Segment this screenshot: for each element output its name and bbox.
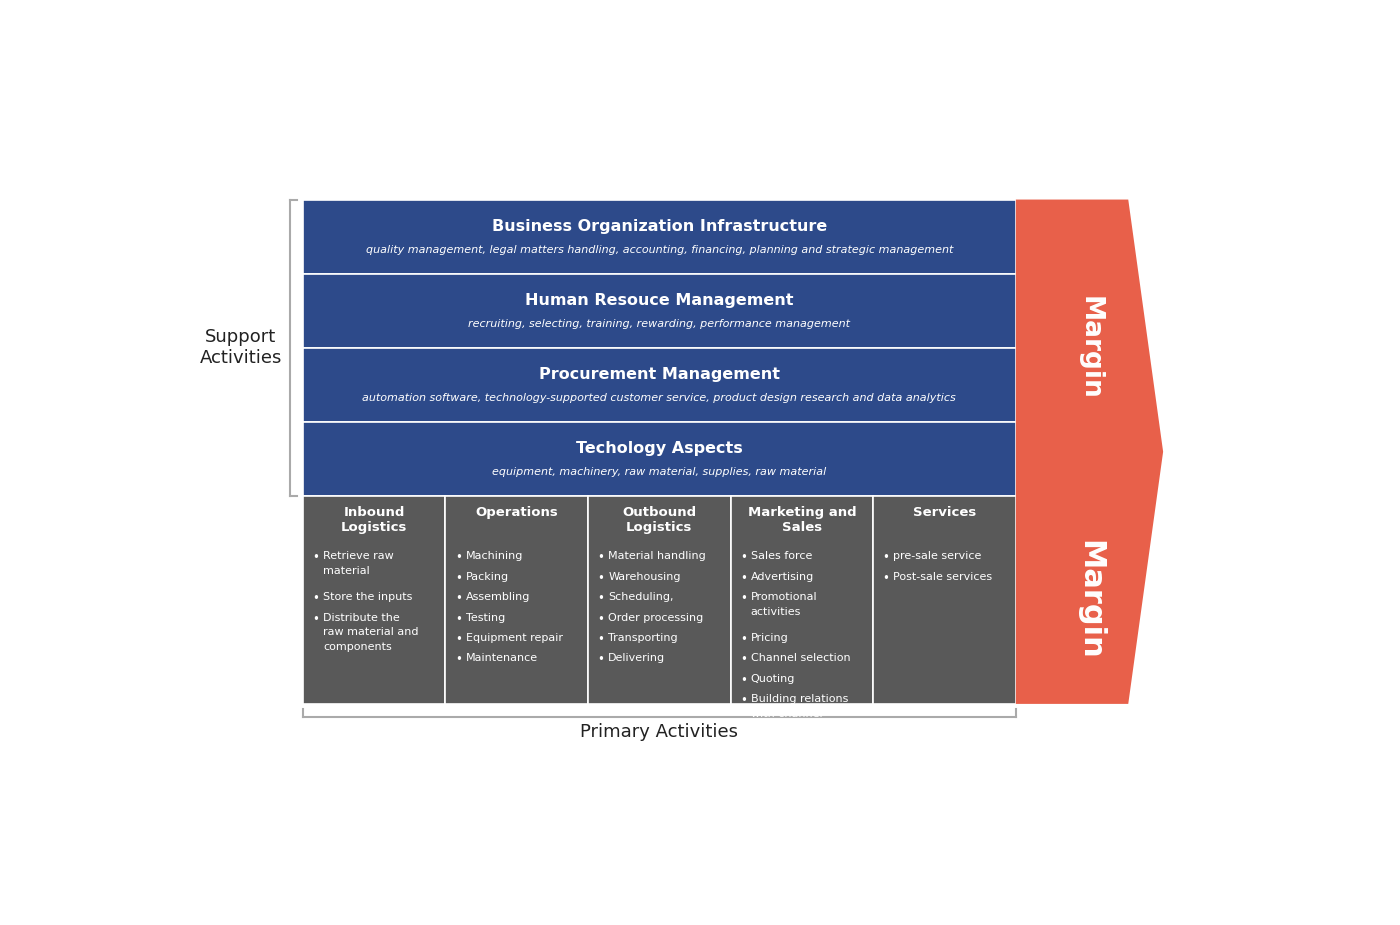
Text: •: • [741, 653, 746, 667]
Text: Outbound
Logistics: Outbound Logistics [623, 506, 696, 534]
Text: •: • [312, 592, 319, 605]
Text: Margin: Margin [1077, 296, 1103, 400]
Bar [874, 496, 1016, 704]
Text: •: • [598, 572, 605, 585]
Text: •: • [741, 674, 746, 687]
Text: Quoting: Quoting [750, 674, 795, 684]
Text: •: • [882, 572, 889, 585]
Text: Inbound
Logistics: Inbound Logistics [342, 506, 407, 534]
Text: •: • [455, 612, 462, 625]
Text: •: • [882, 551, 889, 564]
Text: •: • [598, 653, 605, 667]
Text: Procurement Management: Procurement Management [539, 367, 780, 382]
Text: Business Organization Infrastructure: Business Organization Infrastructure [491, 218, 827, 234]
Text: •: • [598, 551, 605, 564]
Text: recruiting, selecting, training, rewarding, performance management: recruiting, selecting, training, rewardi… [469, 319, 850, 329]
Text: •: • [455, 592, 462, 605]
Text: •: • [312, 551, 319, 564]
Text: raw material and: raw material and [323, 627, 419, 637]
Text: material: material [323, 566, 370, 576]
Bar [302, 496, 445, 704]
Text: •: • [598, 633, 605, 646]
Text: Order processing: Order processing [608, 612, 703, 623]
Text: Post-sale services: Post-sale services [893, 572, 993, 582]
Text: Material handling: Material handling [608, 551, 706, 561]
Text: •: • [598, 592, 605, 605]
Text: •: • [312, 612, 319, 625]
Text: Testing: Testing [466, 612, 505, 623]
Polygon shape [1016, 200, 1163, 704]
Bar [731, 496, 874, 704]
Text: •: • [741, 695, 746, 708]
Text: Advertising: Advertising [750, 572, 813, 582]
Text: Retrieve raw: Retrieve raw [323, 551, 393, 561]
Text: Support
Activities: Support Activities [200, 328, 281, 367]
Text: •: • [741, 551, 746, 564]
Text: Sales force: Sales force [750, 551, 812, 561]
Text: Margin: Margin [1075, 540, 1105, 660]
Text: •: • [455, 633, 462, 646]
Bar [302, 348, 1016, 422]
Text: Store the inputs: Store the inputs [323, 592, 413, 602]
Text: Assembling: Assembling [466, 592, 531, 602]
Text: •: • [741, 633, 746, 646]
Text: quality management, legal matters handling, accounting, financing, planning and : quality management, legal matters handli… [365, 245, 953, 255]
Bar [302, 274, 1016, 348]
Text: Pricing: Pricing [750, 633, 788, 643]
Bar [445, 496, 588, 704]
Text: •: • [741, 592, 746, 605]
Text: activities: activities [750, 607, 801, 617]
Text: •: • [598, 612, 605, 625]
Text: members: members [750, 723, 804, 734]
Text: •: • [455, 551, 462, 564]
Text: Promotional: Promotional [750, 592, 818, 602]
Text: •: • [741, 572, 746, 585]
Bar [588, 496, 731, 704]
Text: Services: Services [913, 506, 976, 519]
Text: Human Resouce Management: Human Resouce Management [525, 293, 794, 308]
Text: Maintenance: Maintenance [466, 653, 538, 663]
Text: Primary Activities: Primary Activities [581, 723, 738, 742]
Text: components: components [323, 642, 392, 652]
Text: equipment, machinery, raw material, supplies, raw material: equipment, machinery, raw material, supp… [493, 467, 826, 477]
Text: Scheduling,: Scheduling, [608, 592, 673, 602]
Text: Transporting: Transporting [608, 633, 678, 643]
Text: Equipment repair: Equipment repair [466, 633, 563, 643]
Text: Channel selection: Channel selection [750, 653, 850, 663]
Text: Delivering: Delivering [608, 653, 665, 663]
Text: pre-sale service: pre-sale service [893, 551, 981, 561]
Text: Techology Aspects: Techology Aspects [575, 441, 743, 456]
Text: •: • [455, 653, 462, 667]
Text: Packing: Packing [466, 572, 508, 582]
Text: •: • [455, 572, 462, 585]
Text: with channel: with channel [750, 709, 822, 719]
Text: Machining: Machining [466, 551, 524, 561]
Text: Distribute the: Distribute the [323, 612, 400, 623]
Bar [302, 422, 1016, 496]
Bar [302, 200, 1016, 274]
Text: Marketing and
Sales: Marketing and Sales [748, 506, 857, 534]
Text: Operations: Operations [476, 506, 559, 519]
Text: Warehousing: Warehousing [608, 572, 680, 582]
Text: Building relations: Building relations [750, 695, 848, 704]
Text: automation software, technology-supported customer service, product design resea: automation software, technology-supporte… [363, 393, 956, 403]
